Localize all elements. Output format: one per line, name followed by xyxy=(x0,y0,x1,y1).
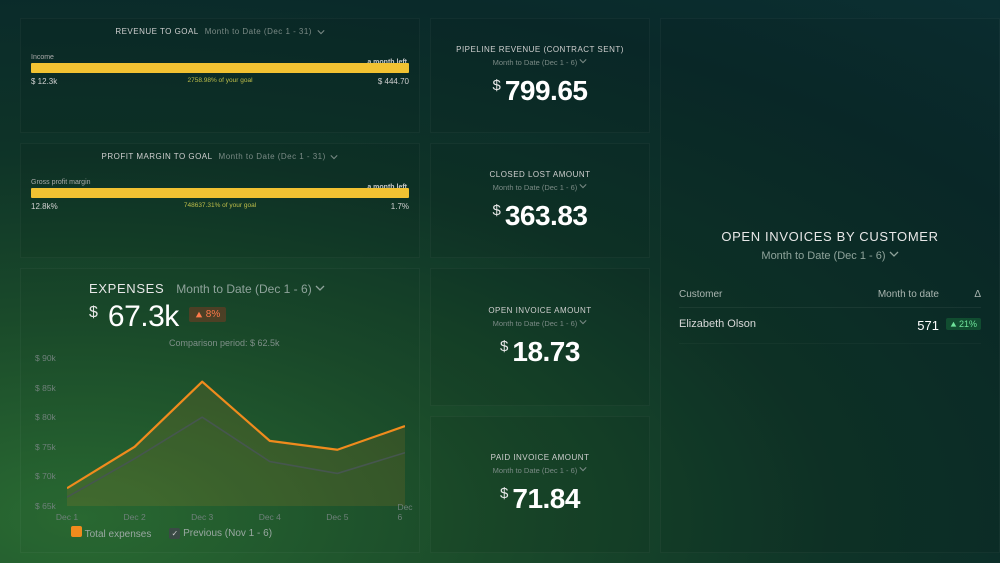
expenses-delta-badge: 8% xyxy=(189,307,226,322)
revenue-goal-metric-label: Income xyxy=(31,54,409,61)
revenue-goal-bar xyxy=(31,63,409,73)
profit-goal-right-label: 1.7% xyxy=(391,202,409,211)
legend-total-expenses[interactable]: Total expenses xyxy=(71,526,151,540)
legend-previous[interactable]: Previous (Nov 1 - 6) xyxy=(169,528,272,539)
invoices-col-delta: Δ xyxy=(939,289,981,300)
chevron-down-icon xyxy=(579,318,587,326)
invoices-range-selector[interactable]: Month to Date (Dec 1 - 6) xyxy=(661,249,999,262)
revenue-goal-bar-fill xyxy=(31,63,409,73)
chart-x-tick: Dec 3 xyxy=(191,512,213,522)
invoice-customer: Elizabeth Olson xyxy=(679,318,869,333)
expenses-range-selector[interactable]: Month to Date (Dec 1 - 6) xyxy=(176,282,325,296)
profit-goal-bar-fill xyxy=(31,188,409,198)
pipeline-revenue-card: PIPELINE REVENUE (CONTRACT SENT) Month t… xyxy=(430,18,650,133)
profit-goal-bar-labels: 12.8k% 748637.31% of your goal 1.7% xyxy=(31,202,409,211)
invoices-header-row: Customer Month to date Δ xyxy=(679,282,981,308)
pipeline-range-selector[interactable]: Month to Date (Dec 1 - 6) xyxy=(493,57,588,67)
chevron-down-icon xyxy=(330,153,338,161)
chevron-down-icon xyxy=(317,28,325,36)
paid-invoice-value: 71.84 xyxy=(512,483,580,515)
chart-y-tick: $ 65k xyxy=(35,501,56,511)
chart-x-tick: Dec 6 xyxy=(397,502,412,522)
paid-invoice-amount-card: PAID INVOICE AMOUNT Month to Date (Dec 1… xyxy=(430,416,650,554)
chart-y-tick: $ 85k xyxy=(35,383,56,393)
chart-x-tick: Dec 4 xyxy=(259,512,281,522)
chart-x-tick: Dec 1 xyxy=(56,512,78,522)
invoice-row[interactable]: Elizabeth Olson57121% xyxy=(679,308,981,344)
profit-goal-metric-label: Gross profit margin xyxy=(31,179,409,186)
revenue-goal-center-label: 2758.98% of your goal xyxy=(187,77,252,84)
expenses-comparison-label: Comparison period: $ 62.5k xyxy=(35,338,405,348)
expenses-value: 67.3k xyxy=(108,300,179,334)
closed-lost-title: CLOSED LOST AMOUNT xyxy=(490,170,591,179)
chart-x-tick: Dec 5 xyxy=(326,512,348,522)
profit-goal-title: PROFIT MARGIN TO GOAL xyxy=(102,152,213,161)
open-invoices-card: OPEN INVOICES BY CUSTOMER Month to Date … xyxy=(660,18,1000,553)
revenue-goal-left-label: $ 12.3k xyxy=(31,77,57,86)
invoices-col-customer: Customer xyxy=(679,289,869,300)
revenue-to-goal-card: REVENUE TO GOAL Month to Date (Dec 1 - 3… xyxy=(20,18,420,133)
invoice-value: 571 xyxy=(869,318,939,333)
chart-y-tick: $ 90k xyxy=(35,353,56,363)
expenses-legend: Total expenses Previous (Nov 1 - 6) xyxy=(71,526,272,540)
chevron-down-icon xyxy=(315,283,325,293)
pipeline-title: PIPELINE REVENUE (CONTRACT SENT) xyxy=(456,45,624,54)
chevron-down-icon xyxy=(579,57,587,65)
open-invoice-title: OPEN INVOICE AMOUNT xyxy=(488,306,591,315)
revenue-goal-title: REVENUE TO GOAL xyxy=(115,27,198,36)
closed-lost-card: CLOSED LOST AMOUNT Month to Date (Dec 1 … xyxy=(430,143,650,258)
expenses-currency: $ xyxy=(89,304,98,322)
closed-lost-value: 363.83 xyxy=(505,200,588,232)
profit-goal-range-selector[interactable]: Month to Date (Dec 1 - 31) xyxy=(219,152,339,161)
profit-goal-center-label: 748637.31% of your goal xyxy=(184,202,256,209)
profit-goal-bar xyxy=(31,188,409,198)
chart-y-tick: $ 70k xyxy=(35,471,56,481)
chevron-down-icon xyxy=(889,249,899,259)
open-invoice-range-selector[interactable]: Month to Date (Dec 1 - 6) xyxy=(493,318,588,328)
paid-invoice-range-selector[interactable]: Month to Date (Dec 1 - 6) xyxy=(493,465,588,475)
chevron-down-icon xyxy=(579,182,587,190)
revenue-goal-bar-labels: $ 12.3k 2758.98% of your goal $ 444.70 xyxy=(31,77,409,86)
profit-margin-goal-card: PROFIT MARGIN TO GOAL Month to Date (Dec… xyxy=(20,143,420,258)
closed-lost-currency: $ xyxy=(493,202,501,219)
invoices-title: OPEN INVOICES BY CUSTOMER xyxy=(661,229,999,244)
expenses-chart: $ 65k$ 70k$ 75k$ 80k$ 85k$ 90k Dec 1Dec … xyxy=(35,358,405,540)
invoices-col-value: Month to date xyxy=(869,289,939,300)
chart-y-tick: $ 80k xyxy=(35,412,56,422)
profit-goal-left-label: 12.8k% xyxy=(31,202,58,211)
invoices-table: Customer Month to date Δ Elizabeth Olson… xyxy=(661,282,999,344)
invoice-metric-stack: OPEN INVOICE AMOUNT Month to Date (Dec 1… xyxy=(430,268,650,553)
open-invoice-currency: $ xyxy=(500,338,508,355)
invoice-delta: 21% xyxy=(939,318,981,333)
pipeline-currency: $ xyxy=(493,77,501,94)
open-invoice-value: 18.73 xyxy=(512,336,580,368)
paid-invoice-currency: $ xyxy=(500,485,508,502)
chart-y-tick: $ 75k xyxy=(35,442,56,452)
revenue-goal-range-selector[interactable]: Month to Date (Dec 1 - 31) xyxy=(205,27,325,36)
chevron-down-icon xyxy=(579,465,587,473)
chart-x-tick: Dec 2 xyxy=(123,512,145,522)
open-invoice-amount-card: OPEN INVOICE AMOUNT Month to Date (Dec 1… xyxy=(430,268,650,406)
revenue-goal-right-label: $ 444.70 xyxy=(378,77,409,86)
expenses-title: EXPENSES xyxy=(89,281,164,296)
triangle-up-icon xyxy=(195,311,203,319)
expenses-card: EXPENSES Month to Date (Dec 1 - 6) $ 67.… xyxy=(20,268,420,553)
paid-invoice-title: PAID INVOICE AMOUNT xyxy=(491,453,590,462)
closed-lost-range-selector[interactable]: Month to Date (Dec 1 - 6) xyxy=(493,182,588,192)
pipeline-value: 799.65 xyxy=(505,75,588,107)
